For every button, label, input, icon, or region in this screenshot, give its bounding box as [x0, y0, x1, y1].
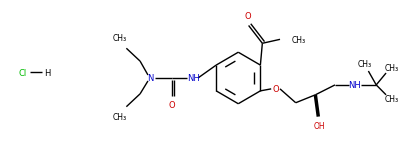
Text: Cl: Cl	[18, 69, 26, 78]
Text: O: O	[273, 85, 280, 94]
Text: NH: NH	[348, 81, 361, 90]
Text: O: O	[244, 12, 251, 21]
Text: OH: OH	[314, 122, 325, 131]
Text: CH₃: CH₃	[112, 34, 126, 43]
Text: O: O	[168, 101, 175, 110]
Text: CH₃: CH₃	[357, 60, 372, 69]
Text: NH: NH	[187, 74, 200, 83]
Text: N: N	[147, 74, 153, 83]
Text: CH₃: CH₃	[385, 95, 399, 104]
Text: H: H	[44, 69, 50, 78]
Text: CH₃: CH₃	[292, 36, 306, 45]
Text: CH₃: CH₃	[112, 113, 126, 122]
Text: CH₃: CH₃	[385, 64, 399, 73]
